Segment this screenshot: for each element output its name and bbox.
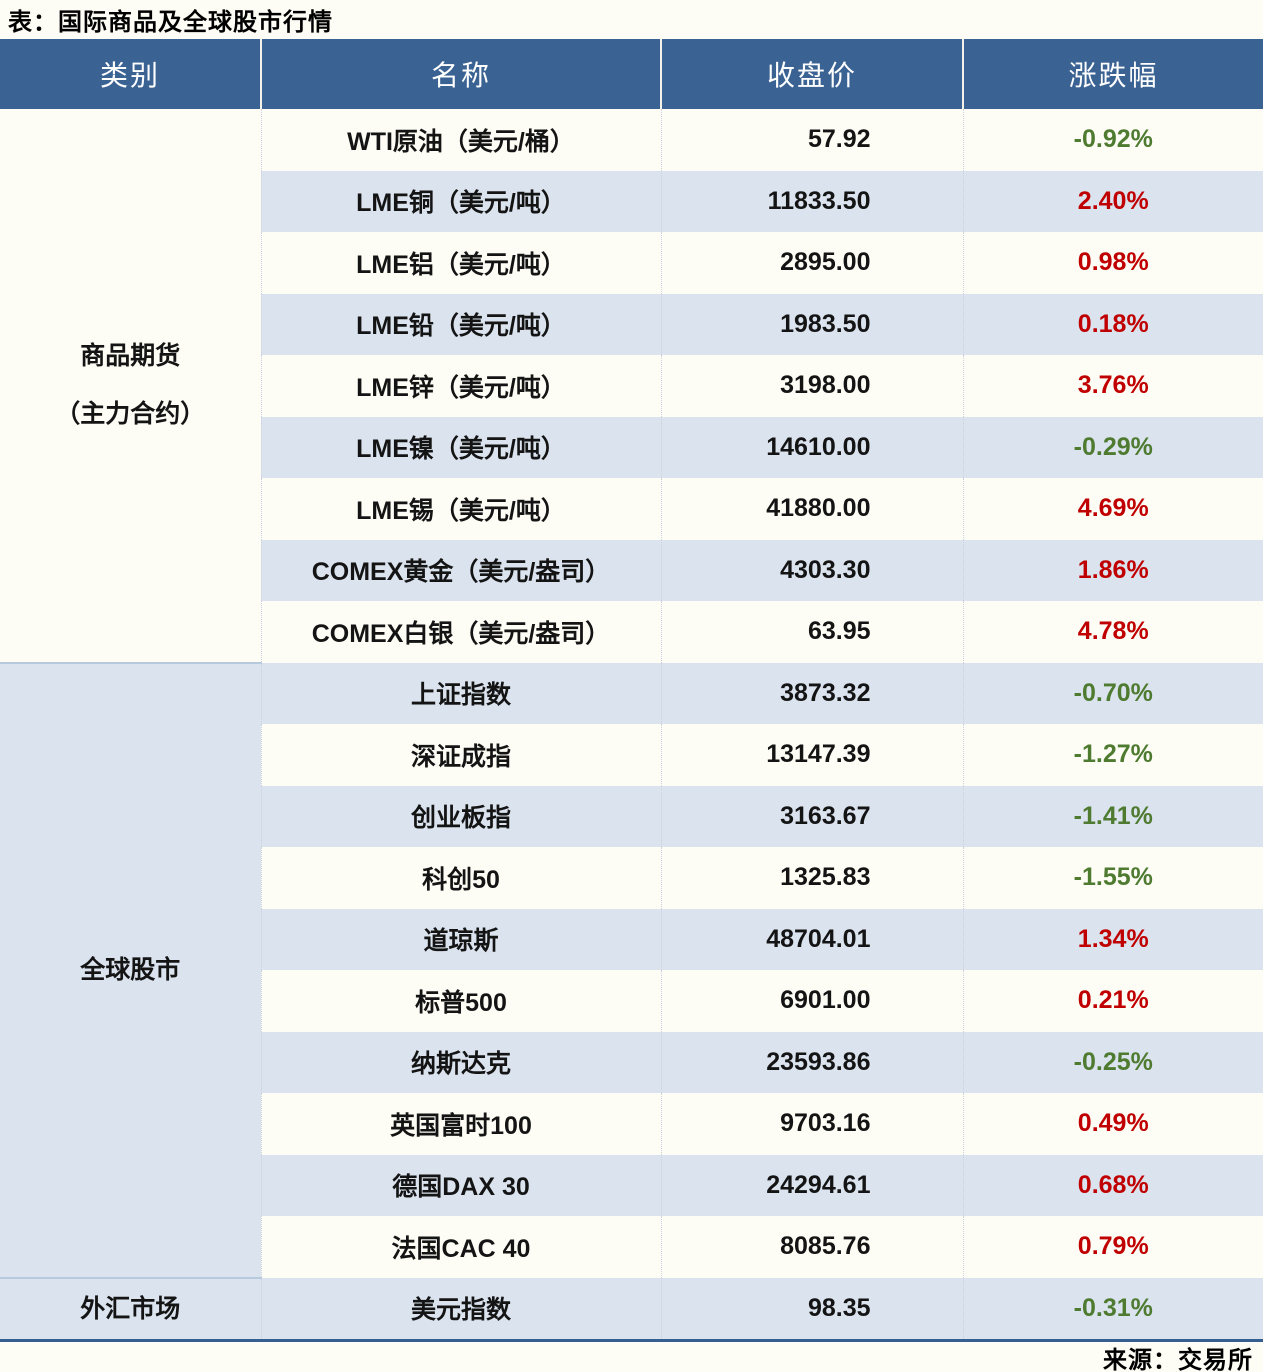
close-price-cell: 1983.50 [660,293,963,355]
close-price-cell: 63.95 [660,601,963,663]
change-percent-cell: 0.21% [962,970,1263,1032]
close-price-cell: 3873.32 [660,662,963,724]
close-price-cell: 24294.61 [660,1154,963,1216]
change-percent-cell: 0.18% [962,293,1263,355]
column-header-category: 类别 [0,39,261,109]
table-row: LME锡（美元/吨） 41880.00 4.69% [0,478,1263,540]
change-percent-cell: 1.34% [962,908,1263,970]
name-cell: WTI原油（美元/桶） [260,109,661,171]
table-row: 英国富时100 9703.16 0.49% [0,1093,1263,1155]
table-row: LME铅（美元/吨） 1983.50 0.18% [0,293,1263,355]
close-price-cell: 98.35 [660,1277,963,1341]
close-price-cell: 8085.76 [660,1216,963,1278]
name-cell: 深证成指 [260,724,661,786]
change-percent-cell: -0.29% [962,416,1263,478]
change-percent-cell: -0.70% [962,662,1263,724]
close-price-cell: 11833.50 [660,170,963,232]
change-percent-cell: 4.69% [962,478,1263,540]
table-row: 德国DAX 30 24294.61 0.68% [0,1154,1263,1216]
column-header-name: 名称 [260,39,661,109]
table-row: LME铜（美元/吨） 11833.50 2.40% [0,170,1263,232]
table-row: 法国CAC 40 8085.76 0.79% [0,1216,1263,1278]
change-percent-cell: 0.49% [962,1093,1263,1155]
close-price-cell: 2895.00 [660,232,963,294]
change-percent-cell: 3.76% [962,355,1263,417]
category-cell: 外汇市场 [0,1276,261,1341]
name-cell: 科创50 [260,847,661,909]
close-price-cell: 48704.01 [660,908,963,970]
table-row: 深证成指 13147.39 -1.27% [0,724,1263,786]
change-percent-cell: -0.25% [962,1031,1263,1093]
name-cell: LME铝（美元/吨） [260,232,661,294]
change-percent-cell: 0.98% [962,232,1263,294]
change-percent-cell: -1.41% [962,785,1263,847]
name-cell: 法国CAC 40 [260,1216,661,1278]
change-percent-cell: -1.27% [962,724,1263,786]
change-percent-cell: 2.40% [962,170,1263,232]
table-row: 商品期货 （主力合约） WTI原油（美元/桶） 57.92 -0.92% [0,109,1263,663]
name-cell: 德国DAX 30 [260,1154,661,1216]
table-title: 表：国际商品及全球股市行情 [8,9,333,36]
close-price-cell: 1325.83 [660,847,963,909]
table-row: 纳斯达克 23593.86 -0.25% [0,1031,1263,1093]
table-row: 标普500 6901.00 0.21% [0,970,1263,1032]
close-price-cell: 3198.00 [660,355,963,417]
category-cell: 全球股市 [0,661,261,1278]
close-price-cell: 14610.00 [660,416,963,478]
name-cell: 道琼斯 [260,908,661,970]
table-row: 道琼斯 48704.01 1.34% [0,908,1263,970]
close-price-cell: 23593.86 [660,1031,963,1093]
change-percent-cell: 1.86% [962,539,1263,601]
category-cell: 商品期货 （主力合约） [0,109,261,663]
close-price-cell: 13147.39 [660,724,963,786]
table-row: 科创50 1325.83 -1.55% [0,847,1263,909]
close-price-cell: 6901.00 [660,970,963,1032]
name-cell: COMEX黄金（美元/盎司） [260,539,661,601]
market-table: 类别 名称 收盘价 涨跌幅 商品期货 （主力合约） WTI原油（美元/桶） 57.92 -0… [0,39,1263,1343]
name-cell: COMEX白银（美元/盎司） [260,601,661,663]
close-price-cell: 9703.16 [660,1093,963,1155]
name-cell: LME镍（美元/吨） [260,416,661,478]
column-header-change: 涨跌幅 [962,39,1263,109]
name-cell: LME铅（美元/吨） [260,293,661,355]
table-row: COMEX黄金（美元/盎司） 4303.30 1.86% [0,539,1263,601]
name-cell: 纳斯达克 [260,1031,661,1093]
close-price-cell: 41880.00 [660,478,963,540]
name-cell: 创业板指 [260,785,661,847]
change-percent-cell: -0.31% [962,1277,1263,1341]
table-row: LME锌（美元/吨） 3198.00 3.76% [0,355,1263,417]
table-row: 外汇市场 美元指数 98.35 -0.31% [0,1276,1263,1341]
change-percent-cell: -0.92% [962,109,1263,171]
column-header-close: 收盘价 [660,39,963,109]
change-percent-cell: 4.78% [962,601,1263,663]
table-row: LME镍（美元/吨） 14610.00 -0.29% [0,416,1263,478]
name-cell: LME铜（美元/吨） [260,170,661,232]
close-price-cell: 57.92 [660,109,963,171]
table-row: 创业板指 3163.67 -1.41% [0,785,1263,847]
header-row: 类别 名称 收盘价 涨跌幅 [0,39,1263,109]
table-row: COMEX白银（美元/盎司） 63.95 4.78% [0,601,1263,663]
name-cell: LME锡（美元/吨） [260,478,661,540]
table-row: 全球股市 上证指数 3873.32 -0.70% [0,661,1263,1278]
change-percent-cell: 0.68% [962,1154,1263,1216]
name-cell: 英国富时100 [260,1093,661,1155]
source-note: 来源：交易所 [1103,1347,1253,1372]
name-cell: 美元指数 [260,1277,661,1341]
close-price-cell: 4303.30 [660,539,963,601]
name-cell: 上证指数 [260,662,661,724]
close-price-cell: 3163.67 [660,785,963,847]
table-row: LME铝（美元/吨） 2895.00 0.98% [0,232,1263,294]
change-percent-cell: 0.79% [962,1216,1263,1278]
name-cell: 标普500 [260,970,661,1032]
name-cell: LME锌（美元/吨） [260,355,661,417]
change-percent-cell: -1.55% [962,847,1263,909]
